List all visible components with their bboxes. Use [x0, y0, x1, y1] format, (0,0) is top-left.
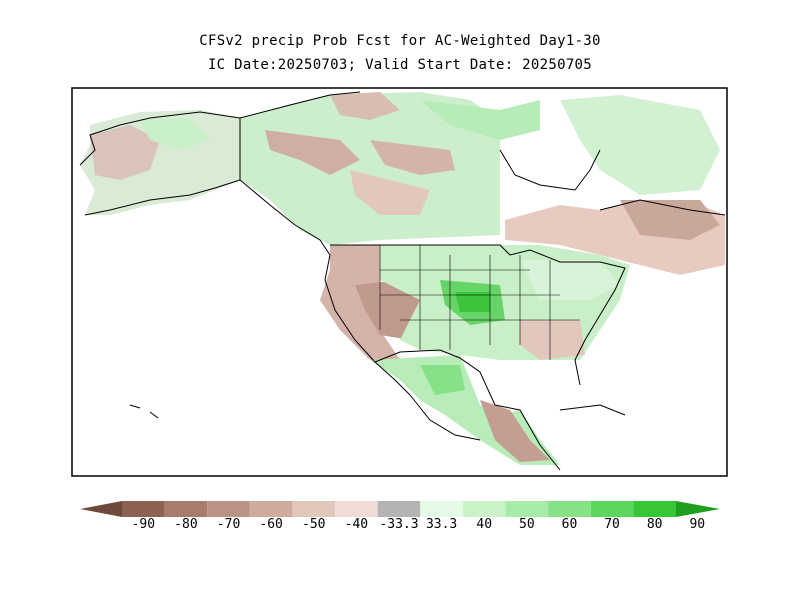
colorbar-box	[505, 501, 549, 517]
colorbar-tick-label: -40	[344, 517, 369, 532]
state-borders	[379, 245, 580, 360]
colorbar-box	[462, 501, 506, 517]
colorbar-box	[377, 501, 421, 517]
colorbar-tick-label: 40	[476, 517, 493, 532]
colorbar-tick-label: 60	[561, 517, 578, 532]
colorbar-arrow-right	[676, 501, 720, 517]
colorbar-box	[548, 501, 591, 517]
colorbar-tick-label: 50	[519, 517, 535, 532]
colorbar-tick-label: -33.3	[379, 517, 419, 532]
map-title-line-1: CFSv2 precip Prob Fcst for AC-Weighted D…	[199, 33, 601, 49]
colorbar-tick-label: -80	[174, 517, 198, 532]
colorbar-tick-label: 80	[646, 517, 663, 532]
colorbar-tick-label: -70	[216, 517, 241, 532]
colorbar-box	[122, 501, 165, 517]
colorbar-tick-label: -60	[259, 517, 283, 532]
map-outlines	[79, 91, 726, 471]
colorbar-box	[633, 501, 676, 517]
colorbar-tick-label: 33.3	[425, 517, 458, 532]
colorbar-box	[420, 501, 463, 517]
colorbar-arrow-left	[80, 501, 122, 517]
colorbar-tick-label: 90	[689, 517, 706, 532]
colorbar-box	[164, 501, 208, 517]
colorbar-box	[249, 501, 293, 517]
colorbar-box	[335, 501, 378, 517]
colorbar-box	[207, 501, 250, 517]
colorbar-tick-label: -90	[131, 517, 156, 532]
colorbar-tick-label: 70	[604, 517, 620, 532]
map-title-line-2: IC Date:20250703; Valid Start Date: 2025…	[207, 57, 593, 73]
colorbar-tick-label: -50	[302, 517, 326, 532]
colorbar-box	[590, 501, 634, 517]
colorbar-box	[292, 501, 336, 517]
map-shading	[80, 92, 725, 465]
